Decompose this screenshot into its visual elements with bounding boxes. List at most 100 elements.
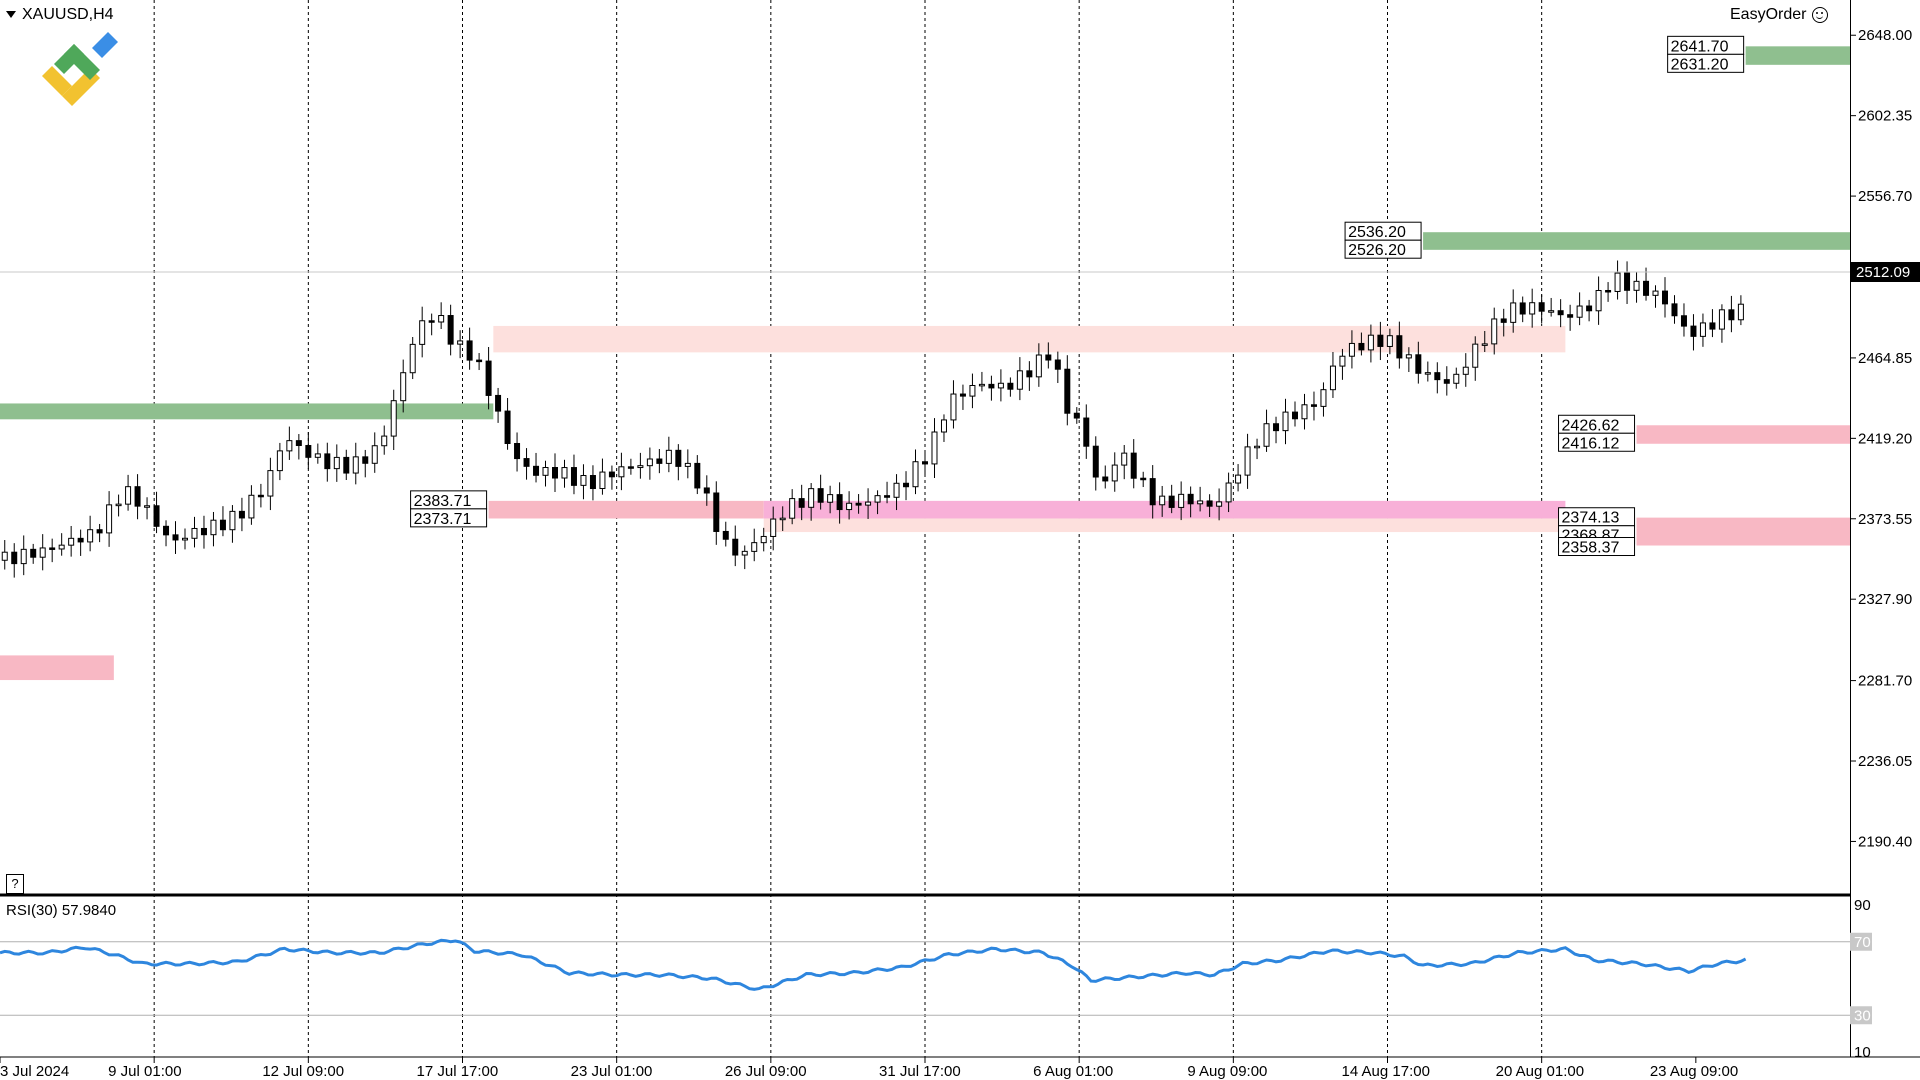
candle-bull <box>1633 280 1640 291</box>
price-tick-label: 2190.40 <box>1858 833 1912 850</box>
candle-bull <box>1510 302 1517 323</box>
zone-label-top: 2536.20 <box>1348 224 1406 241</box>
candle-bear <box>343 456 350 474</box>
candle-bull <box>1348 342 1355 357</box>
candle-bull <box>58 544 65 550</box>
candle-bear <box>732 538 739 556</box>
candle-bull <box>1652 290 1659 296</box>
price-tick-label: 2602.35 <box>1858 108 1912 125</box>
candle-bull <box>865 501 872 506</box>
candle-bull <box>874 495 881 503</box>
candle-bear <box>11 551 18 565</box>
zone-label-top: 2374.13 <box>1562 510 1620 527</box>
candle-bull <box>267 470 274 497</box>
candle-bull <box>1159 495 1166 506</box>
candle-bull <box>893 482 900 498</box>
candle-bull <box>789 498 796 519</box>
candle-bull <box>1216 501 1223 507</box>
candle-bear <box>96 529 103 534</box>
candle-bear <box>1273 423 1280 432</box>
candle-bull <box>1225 482 1232 503</box>
candle-bull <box>381 435 388 447</box>
zone-label-bottom: 2526.20 <box>1348 242 1406 259</box>
time-tick-label: 17 Jul 17:00 <box>417 1063 499 1080</box>
candle-bear <box>134 486 141 507</box>
zone-label-top: 2641.70 <box>1671 38 1729 55</box>
candle-bear <box>1310 404 1317 407</box>
price-axis-border <box>1850 0 1851 1057</box>
candle-bear <box>675 449 682 467</box>
zone-label-box <box>410 508 488 528</box>
candle-bull <box>1244 446 1251 476</box>
candle-bull <box>286 440 293 452</box>
zone-label-top: 2426.62 <box>1562 417 1620 434</box>
candle-bull <box>997 382 1004 389</box>
candle-bear <box>466 340 473 361</box>
candle-bear <box>703 487 710 494</box>
candle-bear <box>1130 452 1137 479</box>
candle-bull <box>760 535 767 544</box>
time-tick-label: 20 Aug 01:00 <box>1496 1063 1584 1080</box>
candle-bull <box>1595 289 1602 312</box>
candle-bull <box>1614 272 1621 292</box>
candle-bear <box>1500 318 1507 323</box>
help-button[interactable]: ? <box>6 874 24 894</box>
candle-bull <box>637 465 644 469</box>
candle-bear <box>1064 368 1071 414</box>
time-tick-label: 3 Jul 2024 <box>0 1063 69 1080</box>
time-tick-label: 31 Jul 17:00 <box>879 1063 961 1080</box>
candle-bull <box>751 542 758 552</box>
candle-bull <box>561 467 568 479</box>
time-tick-label: 14 Aug 17:00 <box>1342 1063 1430 1080</box>
candle-bull <box>20 548 27 565</box>
price-tick-label: 2373.55 <box>1858 511 1912 528</box>
candle-bear <box>1358 342 1365 351</box>
dropdown-triangle-icon[interactable] <box>6 11 16 19</box>
candle-bull <box>1529 302 1536 315</box>
candle-bear <box>1073 412 1080 419</box>
candle-bull <box>1178 493 1185 508</box>
rsi-level-label: 70 <box>1854 934 1871 951</box>
candle-bull <box>1197 500 1204 505</box>
candle-bear <box>30 548 37 558</box>
candle-bear <box>694 462 701 489</box>
candle-bull <box>191 527 198 539</box>
zone-label-bottom: 2373.71 <box>414 511 472 528</box>
time-tick-label: 26 Jul 09:00 <box>725 1063 807 1080</box>
candle-bull <box>333 456 340 470</box>
candle-bull <box>248 494 255 519</box>
zone-label-box <box>1558 537 1636 557</box>
candle-bear <box>163 525 170 536</box>
zone-supply <box>1636 425 1850 444</box>
candle-bear <box>903 482 910 488</box>
easyorder-label: EasyOrder <box>1730 6 1807 23</box>
candle-bull <box>1737 303 1744 321</box>
price-tick-label: 2281.70 <box>1858 673 1912 690</box>
candle-bear <box>1728 309 1735 321</box>
candle-bull <box>940 419 947 433</box>
candle-bear <box>1007 382 1014 390</box>
candle-bear <box>1662 290 1668 305</box>
candle-bull <box>125 486 132 505</box>
candle-bear <box>533 465 540 476</box>
candle-bull <box>542 467 549 476</box>
candle-bull <box>1263 423 1270 447</box>
candle-bear <box>1538 302 1545 312</box>
easyorder-button[interactable]: EasyOrder <box>1730 6 1829 24</box>
candle-bull <box>912 461 919 488</box>
candle-bear <box>798 498 805 508</box>
candle-bear <box>238 510 245 519</box>
zone-label-bottom: 2416.12 <box>1562 435 1620 452</box>
broker-logo-icon <box>42 32 118 106</box>
candle-bear <box>713 492 720 532</box>
smiley-icon <box>1812 6 1829 23</box>
candle-bull <box>969 384 976 397</box>
candle-bear <box>495 394 502 412</box>
candle-bear <box>172 534 179 541</box>
candle-bear <box>219 519 226 531</box>
candle-bull <box>1282 411 1289 432</box>
candle-bull <box>1481 343 1488 346</box>
candle-bear <box>1605 289 1612 293</box>
